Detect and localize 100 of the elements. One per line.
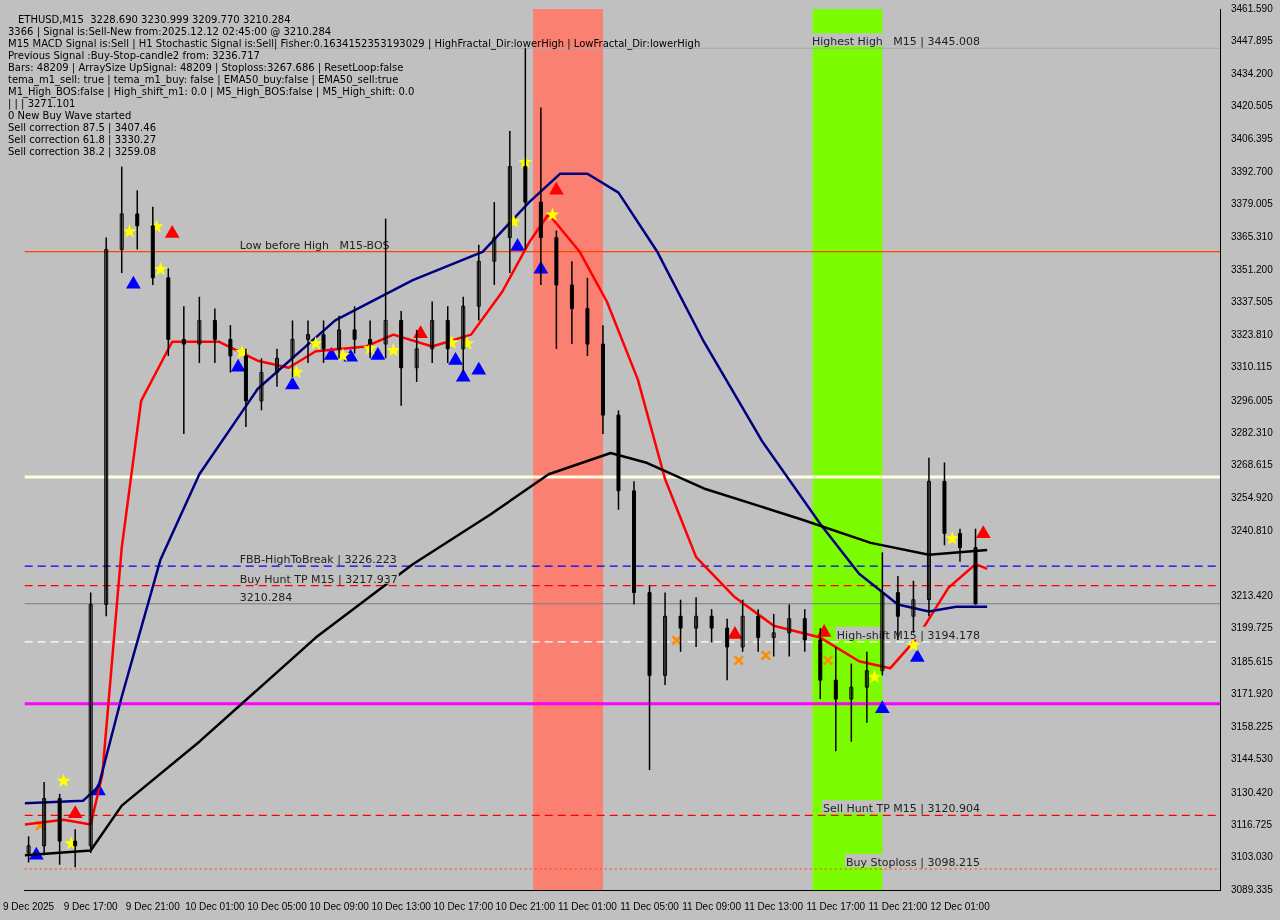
annotation: 3366 | Signal is:Sell-New from:2025.12.12 02:45:00 @ 3210.284 [8, 26, 332, 38]
point [122, 224, 137, 238]
point [867, 669, 882, 684]
point [945, 531, 960, 545]
y-tick-label: 3379.005 [1231, 198, 1274, 210]
point [324, 348, 338, 360]
x-tick-label: 10 Dec 13:00 [371, 900, 432, 912]
point [906, 637, 921, 652]
y-tick-label: 3171.920 [1231, 688, 1274, 700]
point [472, 362, 486, 375]
point [449, 353, 462, 365]
candlestick [663, 591, 668, 686]
x-tick-label: 9 Dec 17:00 [63, 900, 119, 912]
candlestick [306, 319, 311, 364]
x-tick-label: 11 Dec 09:00 [682, 900, 742, 912]
candlestick [926, 456, 931, 618]
ref-line-label: Buy Stoploss | 3098.215 [846, 855, 980, 869]
candlestick [414, 329, 419, 383]
x-tick-label: 10 Dec 17:00 [433, 900, 494, 912]
point [286, 377, 299, 390]
y-tick-label: 3365.310 [1231, 230, 1274, 242]
annotation: tema_m1_sell: true | tema_m1_buy: false | EMA50_buy:false | EMA50_sell:true [8, 74, 399, 86]
point [760, 649, 772, 661]
candlestick [507, 130, 512, 274]
candlestick [492, 201, 497, 286]
x-tick-label: 10 Dec 21:00 [495, 900, 556, 912]
point [231, 360, 245, 372]
point [728, 627, 742, 639]
point [910, 650, 924, 662]
annotation: 0 New Buy Wave started [8, 110, 132, 121]
ref-line-label: FBB-HighToBreak | 3226.223 [239, 553, 397, 567]
candlestick [740, 598, 745, 653]
y-tick-label: 3447.895 [1231, 35, 1274, 47]
candlestick [104, 236, 109, 618]
point [549, 183, 563, 195]
y-tick-label: 3268.615 [1231, 459, 1274, 471]
point [875, 701, 889, 714]
y-tick-label: 3089.335 [1231, 883, 1274, 895]
candlestick [771, 613, 776, 658]
x-tick-label: 10 Dec 01:00 [185, 900, 246, 912]
point [56, 773, 71, 788]
y-tick-label: 3296.005 [1231, 394, 1274, 406]
point [165, 226, 179, 238]
annotation: Sell correction 38.2 | 3259.08 [8, 146, 157, 158]
point [817, 625, 831, 637]
point [822, 654, 834, 666]
annotation: M1_High_BOS:false | High_shift_m1: 0.0 | M5_High_BOS:false | M5_High_shift: 0.0 [8, 86, 415, 98]
point [335, 347, 351, 362]
point [126, 276, 140, 289]
y-tick-label: 3158.225 [1231, 720, 1274, 732]
y-tick-label: 3185.615 [1231, 655, 1274, 667]
point [344, 350, 358, 362]
y-tick-label: 3392.700 [1231, 165, 1274, 177]
candlestick [787, 603, 792, 658]
y-tick-label: 3461.590 [1231, 2, 1274, 14]
y-tick-label: 3130.420 [1231, 786, 1274, 798]
x-tick-label: 9 Dec 21:00 [125, 900, 181, 912]
candlestick [274, 348, 279, 388]
x-tick-label: 10 Dec 09:00 [309, 900, 370, 912]
y-tick-label: 3213.420 [1231, 590, 1274, 602]
point [545, 207, 560, 221]
y-tick-label: 3310.115 [1231, 361, 1273, 373]
y-tick-label: 3240.810 [1231, 525, 1274, 537]
y-tick-label: 3351.200 [1231, 264, 1274, 276]
y-tick-label: 3337.505 [1231, 296, 1274, 308]
point [153, 261, 168, 276]
annotation: | | | 3271.101 [8, 98, 76, 110]
x-tick-label: 9 Dec 2025 [3, 900, 55, 912]
text: ETHUSD,M15 3228.690 3230.999 3209.770 3210.284 [18, 14, 291, 25]
candlestick [290, 319, 295, 378]
point [371, 348, 385, 360]
candlestick [88, 591, 93, 854]
y-tick-label: 3116.725 [1231, 818, 1273, 830]
annotation: Previous Signal :Buy-Stop-candle2 from: 3236.717 [8, 50, 260, 61]
candlestick [430, 300, 435, 364]
y-tick-label: 3323.810 [1231, 328, 1274, 340]
candlestick [119, 165, 124, 274]
point [456, 369, 470, 382]
x-tick-label: 12 Dec 01:00 [930, 900, 991, 912]
candlestick [197, 296, 202, 364]
candlestick [461, 296, 466, 374]
x-tick-label: 11 Dec 05:00 [620, 900, 680, 912]
candlestick [864, 651, 869, 724]
y-tick-label: 3254.920 [1231, 491, 1274, 503]
point [68, 806, 82, 818]
candlestick [337, 314, 342, 360]
point [733, 654, 745, 666]
candlestick [259, 357, 264, 412]
y-tick-label: 3406.395 [1231, 133, 1274, 145]
x-tick-label: 11 Dec 17:00 [806, 900, 866, 912]
point [414, 326, 428, 338]
candlestick [476, 243, 481, 322]
annotation: Sell correction 61.8 | 3330.27 [8, 134, 157, 146]
x-tick-label: 11 Dec 01:00 [558, 900, 618, 912]
y-tick-label: 3434.200 [1231, 67, 1274, 79]
annotation: Bars: 48209 | ArraySize UpSignal: 48209 | Stoploss:3267.686 | ResetLoop:false [8, 62, 404, 74]
y-tick-label: 3282.310 [1231, 427, 1274, 439]
y-tick-label: 3199.725 [1231, 622, 1274, 634]
point [976, 526, 990, 538]
point [511, 239, 525, 251]
